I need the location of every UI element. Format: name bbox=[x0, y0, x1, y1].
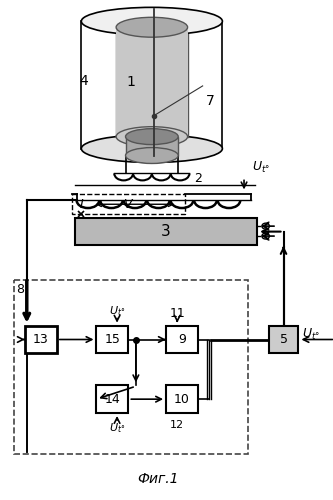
Text: 14: 14 bbox=[105, 392, 120, 406]
Ellipse shape bbox=[116, 18, 187, 37]
Text: 5: 5 bbox=[279, 333, 287, 346]
Text: $V$: $V$ bbox=[123, 198, 134, 211]
Text: 12: 12 bbox=[170, 420, 184, 430]
Text: 15: 15 bbox=[105, 333, 120, 346]
Ellipse shape bbox=[81, 134, 222, 162]
Bar bbox=[116, 27, 187, 136]
Text: 1: 1 bbox=[127, 75, 136, 89]
Text: $U_{t°}$: $U_{t°}$ bbox=[251, 160, 270, 175]
Bar bbox=[126, 136, 178, 156]
Ellipse shape bbox=[126, 128, 178, 144]
Ellipse shape bbox=[126, 148, 178, 164]
Text: 7: 7 bbox=[206, 94, 214, 108]
Text: 11: 11 bbox=[169, 307, 185, 320]
Text: $U_{t°}$: $U_{t°}$ bbox=[109, 421, 125, 435]
Text: $U_{t°}$: $U_{t°}$ bbox=[302, 327, 320, 342]
Bar bbox=[166, 385, 198, 413]
Text: 10: 10 bbox=[174, 392, 190, 406]
Text: 13: 13 bbox=[33, 333, 49, 346]
Ellipse shape bbox=[81, 8, 222, 35]
Bar bbox=[14, 280, 248, 454]
Bar bbox=[72, 194, 185, 214]
Text: Фиг.1: Фиг.1 bbox=[137, 472, 178, 486]
Bar bbox=[25, 326, 57, 353]
Text: $U_{t°}$: $U_{t°}$ bbox=[109, 304, 125, 318]
Bar bbox=[96, 326, 128, 353]
Bar bbox=[96, 385, 128, 413]
Bar bbox=[166, 326, 198, 353]
Text: 4: 4 bbox=[80, 74, 89, 88]
Text: 9: 9 bbox=[178, 333, 186, 346]
Bar bbox=[269, 326, 298, 353]
Text: 8: 8 bbox=[16, 284, 24, 296]
Text: $I$: $I$ bbox=[79, 198, 84, 211]
Text: 3: 3 bbox=[161, 224, 171, 239]
Bar bbox=[75, 218, 257, 245]
Ellipse shape bbox=[116, 126, 187, 146]
Text: 2: 2 bbox=[194, 172, 202, 185]
